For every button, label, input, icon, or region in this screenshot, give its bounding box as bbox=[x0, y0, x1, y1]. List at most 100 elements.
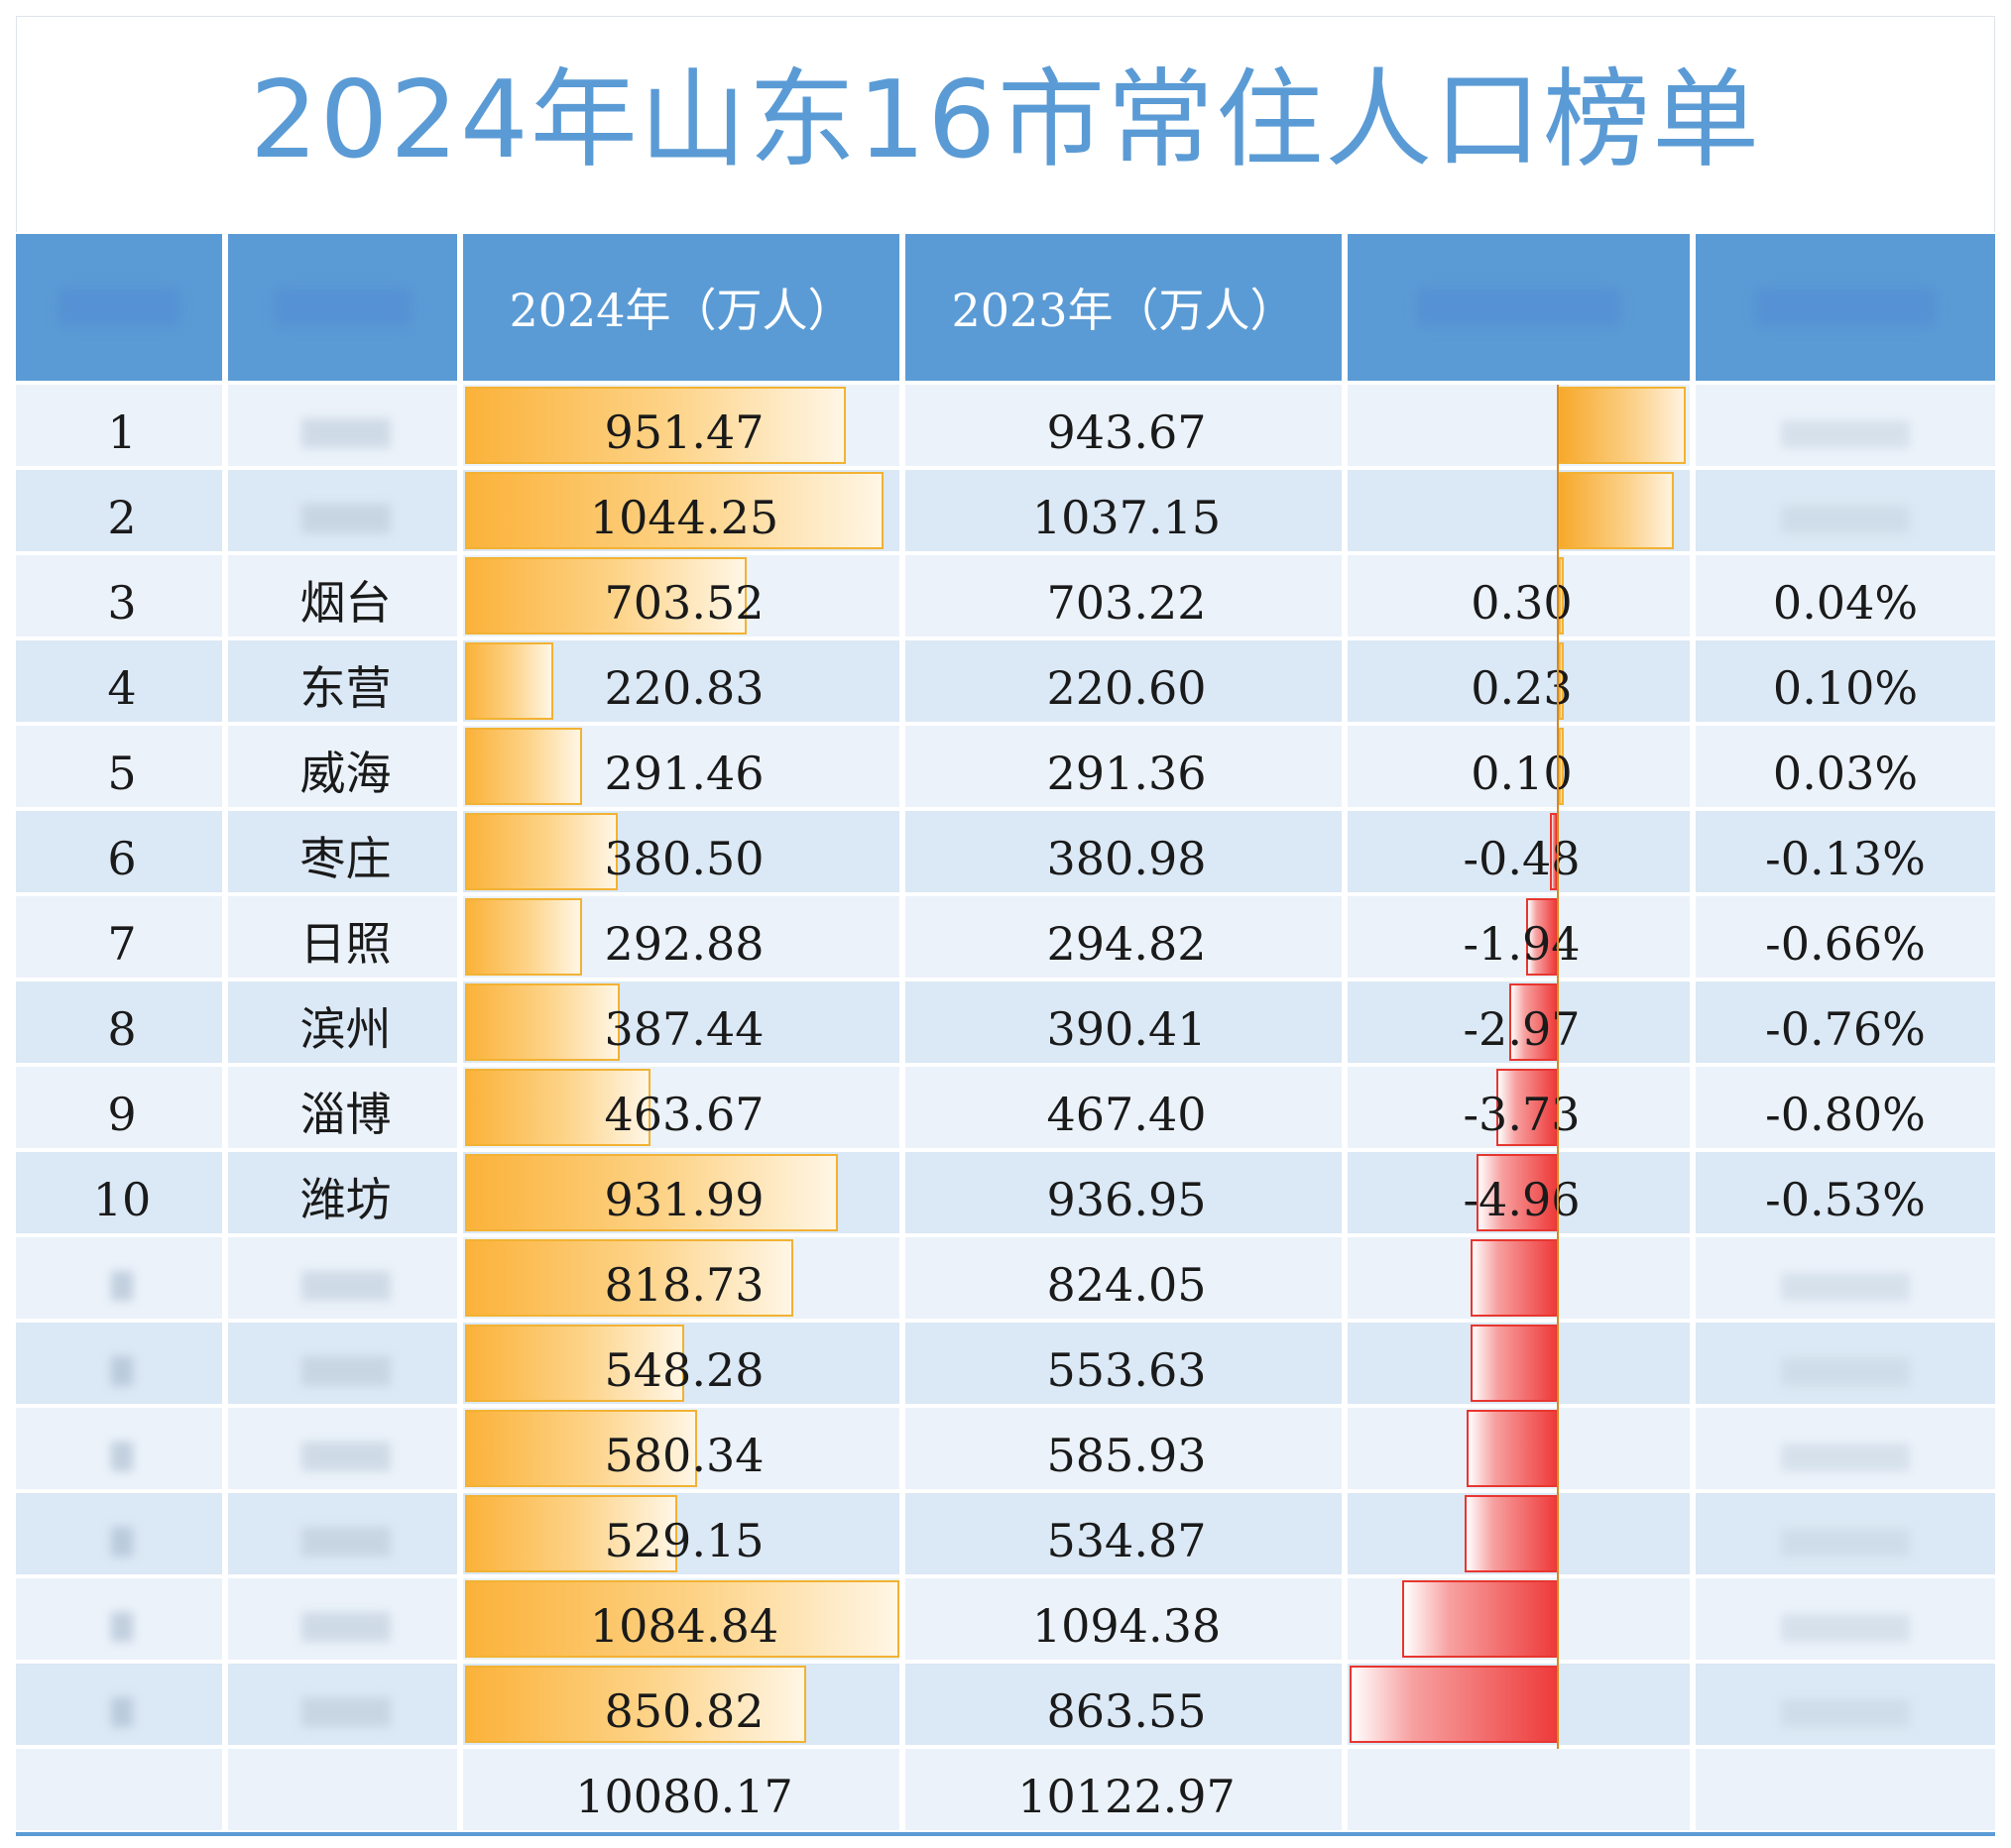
table-cell bbox=[1696, 726, 1995, 807]
table-cell bbox=[1348, 1749, 1696, 1830]
city-obscured bbox=[228, 1323, 463, 1404]
rate-obscured bbox=[1696, 470, 1995, 551]
pop-2024-value: 1084.84 bbox=[589, 1599, 779, 1653]
total-row: 10080.17 10122.97 bbox=[16, 1749, 1995, 1830]
total-2023: 10122.97 bbox=[1017, 1770, 1236, 1823]
rank-cell: 9 bbox=[107, 1088, 137, 1141]
table-row: 3 烟台 703.52 703.22 0.30 0.04% bbox=[16, 555, 1995, 636]
change-value: -3.73 bbox=[1463, 1088, 1581, 1141]
change-axis-line bbox=[1557, 385, 1559, 1749]
table-bottom-line bbox=[16, 1832, 1995, 1836]
header-obscured bbox=[274, 288, 412, 327]
table-cell bbox=[228, 640, 463, 722]
pop-2024-bar bbox=[465, 1069, 651, 1146]
table-cell bbox=[228, 555, 463, 636]
city-obscured bbox=[228, 385, 463, 466]
pop-2024-bar bbox=[465, 1325, 684, 1402]
table-cell bbox=[905, 555, 1348, 636]
table-cell bbox=[16, 1152, 228, 1233]
pop-2024-value: 292.88 bbox=[604, 917, 765, 971]
city-obscured bbox=[228, 470, 463, 551]
table-cell bbox=[16, 982, 228, 1063]
table-row: 6 枣庄 380.50 380.98 -0.48 -0.13% bbox=[16, 811, 1995, 892]
change-value: 0.30 bbox=[1471, 576, 1573, 630]
rank-cell: 10 bbox=[92, 1173, 152, 1226]
pop-2024-value: 529.15 bbox=[604, 1514, 765, 1567]
pop-2024-value: 1044.25 bbox=[589, 491, 779, 544]
pop-2024-bar bbox=[465, 557, 747, 635]
rate-obscured bbox=[1696, 1408, 1995, 1489]
pop-2023-value: 824.05 bbox=[1046, 1258, 1207, 1312]
header-obscured bbox=[1416, 288, 1621, 327]
rate-obscured bbox=[1696, 1578, 1995, 1660]
change-bar bbox=[1509, 983, 1558, 1061]
table-row: 2 1044.25 1037.15 bbox=[16, 470, 1995, 551]
pop-2024-bar bbox=[465, 1410, 697, 1487]
table-cell bbox=[905, 1664, 1348, 1745]
change-value: -1.94 bbox=[1463, 917, 1581, 971]
pop-2024-value: 580.34 bbox=[604, 1429, 765, 1482]
pop-2023-value: 936.95 bbox=[1046, 1173, 1207, 1226]
rate-obscured bbox=[1696, 385, 1995, 466]
rate-value: -0.66% bbox=[1765, 917, 1926, 971]
pop-2023-value: 467.40 bbox=[1046, 1088, 1207, 1141]
table-cell bbox=[228, 1152, 463, 1233]
pop-2024-bar bbox=[465, 813, 618, 890]
pop-2023-value: 291.36 bbox=[1046, 747, 1207, 800]
table-row: 548.28 553.63 bbox=[16, 1323, 1995, 1404]
table-cell bbox=[1696, 811, 1995, 892]
table-cell bbox=[228, 726, 463, 807]
city-obscured bbox=[228, 1578, 463, 1660]
table-cell bbox=[905, 982, 1348, 1063]
pop-2024-value: 951.47 bbox=[604, 405, 765, 459]
pop-2024-value: 931.99 bbox=[604, 1173, 765, 1226]
table-row: 10 潍坊 931.99 936.95 -4.96 -0.53% bbox=[16, 1152, 1995, 1233]
city-cell: 东营 bbox=[299, 661, 392, 715]
rate-value: 0.10% bbox=[1772, 661, 1919, 715]
table-cell bbox=[905, 1408, 1348, 1489]
table-cell bbox=[16, 811, 228, 892]
table-cell bbox=[905, 640, 1348, 722]
pop-2024-value: 291.46 bbox=[604, 747, 765, 800]
table-row: 818.73 824.05 bbox=[16, 1237, 1995, 1319]
table-cell bbox=[228, 1067, 463, 1148]
total-2024: 10080.17 bbox=[575, 1770, 793, 1823]
rank-obscured bbox=[16, 1237, 228, 1319]
table-cell bbox=[1348, 896, 1696, 978]
table-cell bbox=[1696, 555, 1995, 636]
change-bar bbox=[1558, 472, 1674, 549]
table-cell bbox=[1696, 1749, 1995, 1830]
pop-2023-value: 1094.38 bbox=[1031, 1599, 1222, 1653]
pop-2023-value: 703.22 bbox=[1046, 576, 1207, 630]
table-row: 4 东营 220.83 220.60 0.23 0.10% bbox=[16, 640, 1995, 722]
table-cell bbox=[16, 470, 228, 551]
rate-value: -0.76% bbox=[1765, 1002, 1926, 1056]
table-row: 580.34 585.93 bbox=[16, 1408, 1995, 1489]
rate-value: -0.13% bbox=[1765, 832, 1926, 885]
city-cell: 潍坊 bbox=[299, 1173, 392, 1226]
rank-obscured bbox=[16, 1493, 228, 1574]
table-row: 7 日照 292.88 294.82 -1.94 -0.66% bbox=[16, 896, 1995, 978]
rate-value: -0.80% bbox=[1765, 1088, 1926, 1141]
pop-2024-value: 387.44 bbox=[604, 1002, 765, 1056]
header-obscured bbox=[57, 288, 181, 327]
change-bar bbox=[1558, 557, 1564, 635]
change-bar bbox=[1558, 642, 1564, 720]
table-row: 8 滨州 387.44 390.41 -2.97 -0.76% bbox=[16, 982, 1995, 1063]
table-cell bbox=[16, 726, 228, 807]
city-cell: 威海 bbox=[299, 747, 392, 800]
rank-cell: 8 bbox=[107, 1002, 137, 1056]
rate-value: 0.04% bbox=[1772, 576, 1919, 630]
pop-2024-value: 220.83 bbox=[604, 661, 765, 715]
pop-2024-bar bbox=[465, 1580, 899, 1658]
pop-2024-bar bbox=[465, 387, 846, 464]
table-cell bbox=[905, 811, 1348, 892]
pop-2024-value: 818.73 bbox=[604, 1258, 765, 1312]
table-cell bbox=[16, 1749, 228, 1830]
table-cell bbox=[16, 385, 228, 466]
table-cell bbox=[16, 896, 228, 978]
city-cell: 淄博 bbox=[299, 1088, 392, 1141]
table-row: 5 威海 291.46 291.36 0.10 0.03% bbox=[16, 726, 1995, 807]
table-cell bbox=[905, 726, 1348, 807]
header-cell-0 bbox=[16, 234, 228, 381]
